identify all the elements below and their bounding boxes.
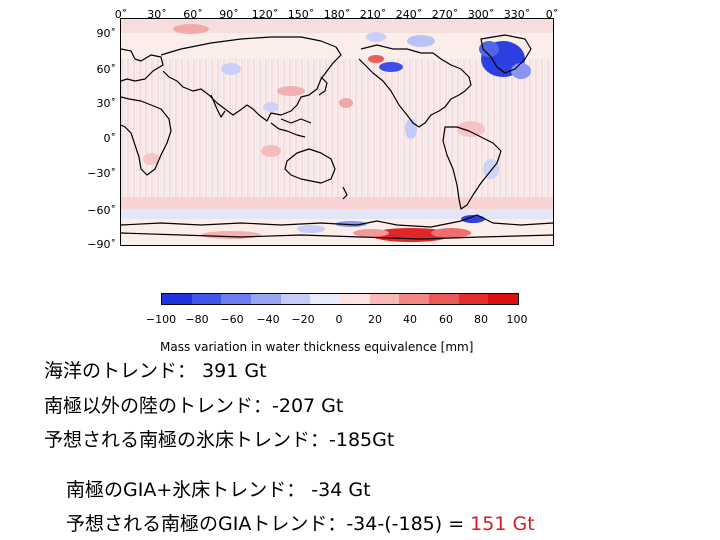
lat-tick-60: 60˚ [96, 63, 117, 76]
gia-result-value: 151 Gt [470, 513, 535, 535]
colorbar-tick: 40 [403, 313, 417, 326]
lon-tick-270: 270˚ [431, 8, 459, 21]
colorbar-segment [340, 294, 370, 304]
lon-tick-330: 330˚ [503, 8, 531, 21]
antarctic-gia-trend-text: 予想される南極のGIAトレンド：-34-(-185) = 151 Gt [66, 509, 535, 536]
lon-tick-150: 150˚ [287, 8, 315, 21]
lon-tick-120: 120˚ [251, 8, 279, 21]
colorbar-segment [191, 294, 222, 304]
lat-tick-30: 30˚ [96, 97, 117, 110]
colorbar-tick: 80 [474, 313, 488, 326]
colorbar-segment [429, 294, 459, 304]
antarctic-ice-trend-text: 予想される南極の氷床トレンド：-185Gt [44, 429, 395, 451]
colorbar-tick: 20 [368, 313, 382, 326]
colorbar-segment [280, 294, 311, 304]
colorbar-segment [488, 294, 519, 304]
lon-tick-210: 210˚ [359, 8, 387, 21]
colorbar-tick: −20 [291, 313, 315, 326]
lat-tick-m30: −30˚ [87, 167, 116, 180]
lon-tick-30: 30˚ [147, 8, 167, 21]
colorbar-segment [310, 294, 341, 304]
colorbar-tick: 100 [506, 313, 528, 326]
colorbar-segment [221, 294, 252, 304]
lon-tick-60: 60˚ [183, 8, 203, 21]
ocean-trend-text: 海洋のトレンド： 391 Gt [44, 360, 267, 382]
colorbar [161, 293, 519, 305]
colorbar-segment [458, 294, 489, 304]
gia-formula: 予想される南極のGIAトレンド：-34-(-185) = [66, 513, 471, 535]
lat-tick-m90: −90˚ [87, 238, 116, 251]
colorbar-segment [162, 294, 192, 304]
lon-tick-0: 0˚ [114, 8, 128, 21]
colorbar-label: Mass variation in water thickness equiva… [160, 340, 474, 354]
colorbar-segment [251, 294, 281, 304]
lon-tick-360: 0˚ [545, 8, 559, 21]
lon-tick-90: 90˚ [219, 8, 239, 21]
land-trend-text: 南極以外の陸のトレンド：-207 Gt [44, 395, 344, 417]
colorbar-segment [399, 294, 430, 304]
colorbar-tick: 0 [335, 313, 343, 326]
colorbar-tick: −100 [145, 313, 177, 326]
antarctic-gia-ice-trend-text: 南極のGIA+氷床トレンド： -34 Gt [66, 479, 371, 501]
colorbar-segment [369, 294, 400, 304]
lat-tick-90: 90˚ [96, 27, 117, 40]
lon-tick-300: 300˚ [467, 8, 495, 21]
mass-variation-map [120, 18, 554, 246]
lon-tick-240: 240˚ [395, 8, 423, 21]
colorbar-tick: −60 [220, 313, 244, 326]
colorbar-tick: −80 [185, 313, 209, 326]
colorbar-tick: −40 [256, 313, 280, 326]
lat-tick-0: 0˚ [103, 132, 117, 145]
lon-tick-180: 180˚ [323, 8, 351, 21]
map-graphic [121, 19, 553, 245]
lat-tick-m60: −60˚ [87, 204, 116, 217]
colorbar-tick: 60 [439, 313, 453, 326]
